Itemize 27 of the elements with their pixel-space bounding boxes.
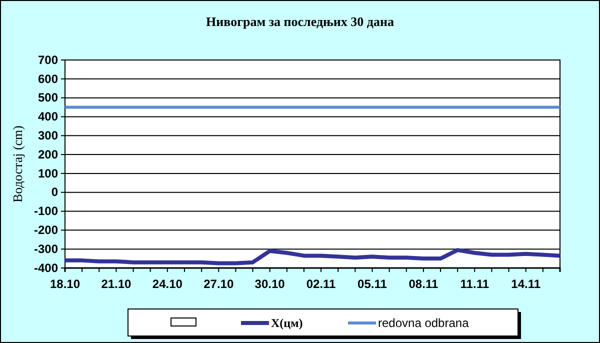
y-tick-label: -400: [34, 260, 58, 275]
x-tick-label: 14.11: [511, 277, 541, 292]
y-tick-label: -200: [34, 223, 58, 238]
y-tick-label: 100: [38, 166, 58, 180]
legend-label: X(цм): [271, 316, 303, 330]
y-tick-label: 200: [38, 147, 58, 162]
x-tick-label: 08.11: [408, 277, 438, 292]
y-tick-label: 600: [38, 72, 58, 86]
y-tick-label: 500: [38, 90, 58, 105]
x-tick-label: 11.11: [460, 277, 490, 292]
y-tick-label: 700: [38, 52, 58, 67]
y-tick-label: 400: [38, 110, 58, 124]
y-axis-title: Водостај (cm): [10, 125, 25, 203]
x-tick-label: 27.10: [204, 277, 234, 292]
x-tick-label: 21.10: [101, 277, 132, 292]
x-tick-label: 05.11: [358, 277, 388, 292]
y-tick-label: -100: [34, 204, 58, 218]
line-series: [63, 248, 562, 266]
x-tick-label: 30.10: [254, 277, 286, 292]
y-tick-label: -300: [34, 242, 58, 256]
chart-title: Нивограм за последњих 30 дана: [206, 14, 394, 29]
x-tick-label: 18.10: [50, 277, 80, 292]
x-tick-label: 24.10: [152, 277, 183, 292]
y-tick-label: 300: [38, 128, 58, 142]
x-tick-label: 02.11: [306, 277, 336, 292]
legend-label: redovna odbrana: [378, 316, 470, 330]
y-tick-label: 0: [51, 185, 58, 200]
